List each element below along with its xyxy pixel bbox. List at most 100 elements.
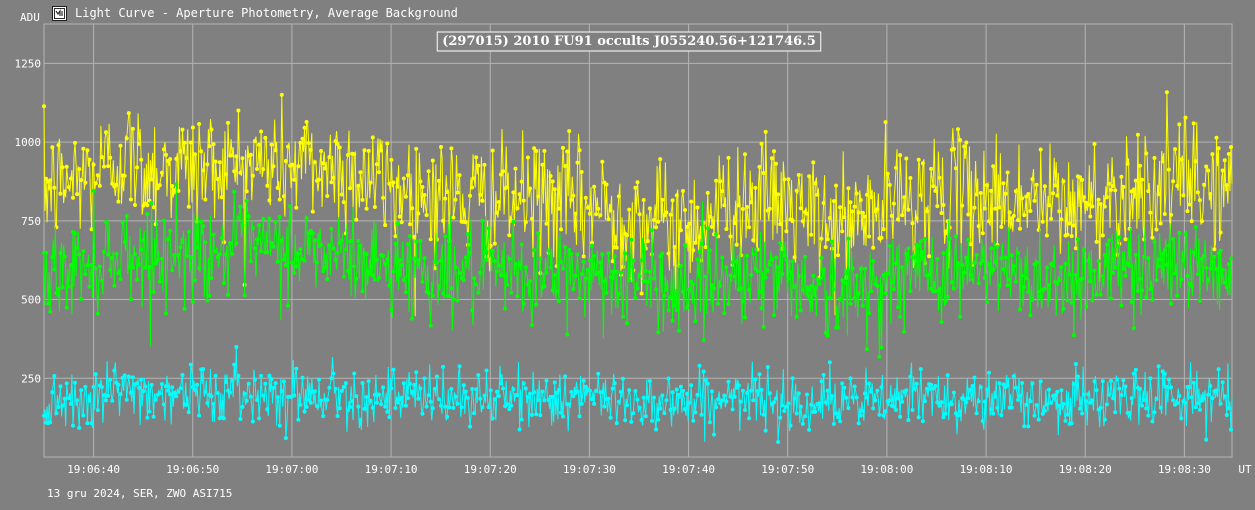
x-axis-label: UT (1238, 463, 1252, 476)
series-point (137, 262, 142, 267)
series-point (308, 400, 313, 405)
series-point (1154, 278, 1159, 283)
series-point (120, 220, 125, 225)
series-point (161, 218, 166, 223)
series-point (867, 234, 872, 239)
series-point (894, 408, 898, 412)
series-point (319, 398, 324, 403)
series-point (691, 282, 696, 287)
series-point (1065, 412, 1070, 417)
series-point (304, 404, 309, 409)
series-point (1057, 403, 1062, 408)
series-point (145, 415, 150, 420)
series-point (393, 241, 398, 246)
series-point (889, 213, 894, 218)
series-point (310, 231, 315, 236)
series-point (252, 377, 257, 382)
series-point (769, 258, 774, 263)
series-point (747, 287, 752, 292)
series-point (1042, 286, 1047, 291)
series-point (623, 251, 628, 256)
series-point (982, 206, 987, 211)
series-point (1040, 219, 1045, 224)
series-point (1020, 196, 1025, 201)
series-point (645, 239, 650, 244)
series-point (228, 390, 233, 395)
series-point (550, 288, 555, 293)
series-point (201, 224, 206, 229)
series-point (716, 301, 721, 306)
series-point (273, 381, 278, 386)
series-point (215, 255, 220, 260)
series-point (1140, 288, 1144, 293)
light-curve-app-icon[interactable] (52, 5, 67, 21)
series-point (854, 191, 859, 196)
series-point (164, 384, 168, 389)
series-point (759, 387, 764, 392)
series-point (451, 297, 456, 302)
series-point (306, 141, 311, 145)
series-point (962, 144, 967, 149)
series-line (43, 184, 1233, 357)
series-point (1146, 189, 1151, 194)
series-point (91, 162, 96, 167)
series-point (505, 185, 510, 190)
series-point (577, 296, 582, 301)
series-point (989, 188, 994, 193)
series-point (387, 415, 392, 420)
series-point (335, 250, 340, 255)
series-point (1005, 383, 1010, 388)
series-point (685, 305, 690, 310)
series-point (213, 249, 218, 254)
series-point (252, 246, 257, 251)
series-point (1210, 152, 1215, 157)
series-point (161, 147, 166, 152)
series-point (1061, 306, 1066, 311)
series-point (1117, 386, 1122, 391)
series-point (44, 250, 49, 255)
series-point (846, 186, 851, 191)
series-point (149, 382, 154, 387)
series-point (116, 199, 121, 204)
series-point (143, 384, 148, 389)
series-point (190, 125, 195, 130)
series-point (480, 198, 485, 203)
series-point (672, 406, 677, 411)
series-point (945, 294, 950, 299)
series-point (834, 411, 838, 416)
x-tick-label: 19:08:20 (1059, 463, 1112, 476)
series-point (403, 194, 408, 199)
series-point (437, 283, 441, 288)
series-point (1183, 115, 1188, 120)
series-point (393, 406, 398, 410)
series-point (805, 392, 809, 397)
series-point (174, 156, 179, 161)
series-point (279, 389, 284, 393)
series-point (370, 405, 375, 410)
series-point (453, 394, 458, 399)
series-point (778, 241, 783, 245)
series-point (815, 192, 820, 197)
series-point (532, 248, 537, 253)
series-point (451, 405, 456, 410)
series-point (1162, 212, 1167, 216)
series-point (1121, 378, 1126, 383)
series-point (1148, 287, 1153, 292)
series-point (1117, 235, 1122, 240)
series-point (408, 234, 412, 239)
series-point (1202, 182, 1207, 187)
series-point (714, 232, 719, 237)
series-point (1210, 259, 1215, 264)
series-point (1115, 244, 1120, 249)
series-point (546, 248, 551, 253)
series-point (997, 381, 1002, 386)
series-point (1152, 240, 1157, 244)
series-point (1102, 253, 1107, 257)
series-point (348, 405, 352, 409)
series-point (422, 256, 427, 260)
series-point (257, 223, 262, 228)
series-point (610, 269, 615, 274)
series-point (767, 391, 772, 396)
series-point (455, 190, 460, 195)
series-point (922, 237, 927, 241)
